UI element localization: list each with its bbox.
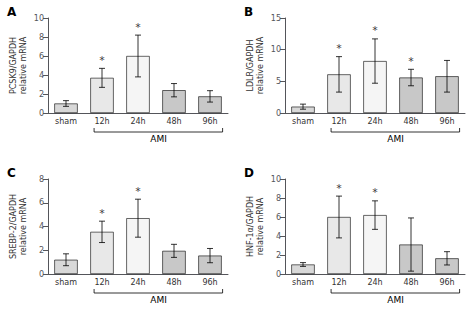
svg-text:24h: 24h xyxy=(367,117,382,126)
svg-text:AMI: AMI xyxy=(387,134,404,144)
svg-text:4: 4 xyxy=(39,222,44,231)
svg-text:0: 0 xyxy=(39,109,44,118)
svg-text:A: A xyxy=(7,5,17,19)
svg-text:48h: 48h xyxy=(403,117,418,126)
svg-text:96h: 96h xyxy=(439,117,454,126)
svg-text:D: D xyxy=(244,166,254,180)
svg-text:*: * xyxy=(372,24,378,37)
svg-text:sham: sham xyxy=(292,117,314,126)
svg-text:12h: 12h xyxy=(331,278,346,287)
svg-text:HNF-1α/GAPDH: HNF-1α/GAPDH xyxy=(246,196,255,257)
svg-text:48h: 48h xyxy=(403,278,418,287)
svg-text:4: 4 xyxy=(276,232,281,241)
svg-text:sham: sham xyxy=(55,117,77,126)
svg-text:24h: 24h xyxy=(367,278,382,287)
svg-text:relative mRNA: relative mRNA xyxy=(256,197,265,255)
svg-text:C: C xyxy=(7,166,16,180)
svg-text:10: 10 xyxy=(271,175,281,184)
svg-text:AMI: AMI xyxy=(150,134,167,144)
svg-text:B: B xyxy=(244,5,253,19)
svg-text:relative mRNA: relative mRNA xyxy=(256,36,265,94)
svg-text:sham: sham xyxy=(292,278,314,287)
svg-text:*: * xyxy=(372,186,378,199)
svg-text:8: 8 xyxy=(39,33,44,42)
svg-text:*: * xyxy=(336,42,342,55)
svg-text:*: * xyxy=(408,55,414,68)
svg-text:relative mRNA: relative mRNA xyxy=(19,197,28,255)
svg-text:AMI: AMI xyxy=(150,295,167,305)
svg-text:8: 8 xyxy=(276,194,281,203)
svg-text:*: * xyxy=(336,182,342,195)
svg-text:12h: 12h xyxy=(331,117,346,126)
svg-text:*: * xyxy=(99,207,105,220)
svg-text:relative mRNA: relative mRNA xyxy=(19,36,28,94)
svg-text:PCSK9/GAPDH: PCSK9/GAPDH xyxy=(9,37,18,94)
svg-text:24h: 24h xyxy=(130,117,145,126)
svg-text:AMI: AMI xyxy=(387,295,404,305)
svg-text:15: 15 xyxy=(271,14,281,23)
svg-text:*: * xyxy=(99,54,105,67)
svg-text:96h: 96h xyxy=(202,117,217,126)
svg-text:0: 0 xyxy=(276,109,281,118)
svg-text:2: 2 xyxy=(276,251,281,260)
svg-text:LDLR/GAPDH: LDLR/GAPDH xyxy=(246,40,255,92)
svg-text:10: 10 xyxy=(34,14,44,23)
svg-text:SREBP-2/GAPDH: SREBP-2/GAPDH xyxy=(9,194,18,259)
svg-text:sham: sham xyxy=(55,278,77,287)
svg-text:10: 10 xyxy=(271,45,281,54)
svg-text:*: * xyxy=(135,185,141,198)
svg-text:8: 8 xyxy=(39,175,44,184)
svg-text:5: 5 xyxy=(276,77,281,86)
svg-text:2: 2 xyxy=(39,90,44,99)
svg-text:48h: 48h xyxy=(166,278,181,287)
svg-text:6: 6 xyxy=(39,52,44,61)
svg-text:12h: 12h xyxy=(94,278,109,287)
svg-text:4: 4 xyxy=(39,71,44,80)
svg-text:2: 2 xyxy=(39,246,44,255)
svg-text:0: 0 xyxy=(39,270,44,279)
svg-text:6: 6 xyxy=(276,213,281,222)
svg-text:96h: 96h xyxy=(202,278,217,287)
svg-text:48h: 48h xyxy=(166,117,181,126)
svg-text:96h: 96h xyxy=(439,278,454,287)
svg-text:6: 6 xyxy=(39,198,44,207)
svg-text:24h: 24h xyxy=(130,278,145,287)
svg-text:12h: 12h xyxy=(94,117,109,126)
svg-text:0: 0 xyxy=(276,270,281,279)
svg-text:*: * xyxy=(135,21,141,34)
